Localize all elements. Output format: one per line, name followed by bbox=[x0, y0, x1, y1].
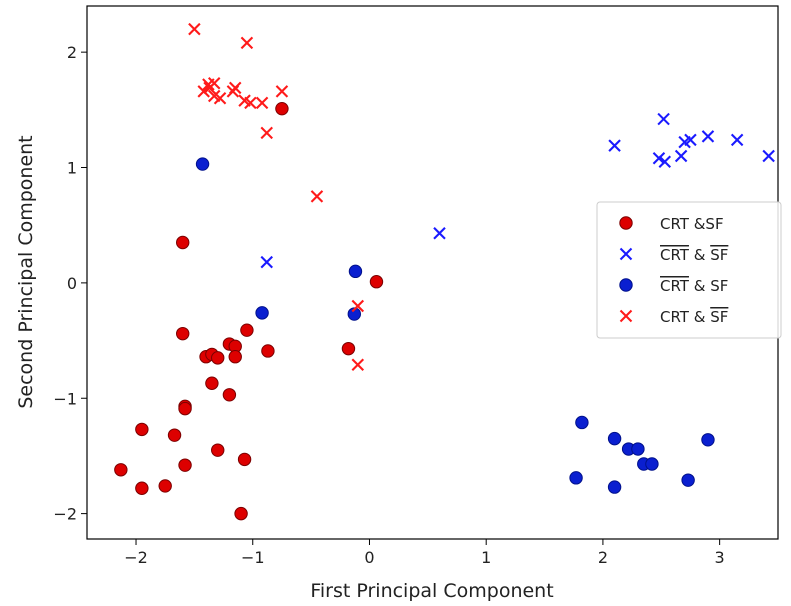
x-tick-label: 0 bbox=[364, 548, 374, 567]
data-point bbox=[228, 81, 242, 95]
data-point bbox=[607, 480, 622, 494]
legend-label: CRT & SF bbox=[660, 277, 728, 295]
x-tick-label: 1 bbox=[481, 548, 491, 567]
x-tick-label: −2 bbox=[124, 548, 148, 567]
data-point bbox=[701, 130, 715, 143]
data-point bbox=[275, 101, 289, 116]
data-point bbox=[203, 81, 216, 95]
legend-label-part: CRT bbox=[660, 246, 690, 264]
series-1 bbox=[114, 101, 384, 521]
data-point bbox=[213, 92, 227, 105]
y-tick-label: 0 bbox=[67, 274, 77, 293]
data-point bbox=[211, 443, 225, 457]
data-point bbox=[261, 344, 275, 358]
x-tick-label: −1 bbox=[241, 548, 265, 567]
data-point bbox=[275, 85, 289, 98]
data-point bbox=[652, 152, 666, 165]
legend-marker bbox=[619, 216, 633, 230]
data-point bbox=[645, 457, 659, 471]
legend-label-part: & SF bbox=[689, 277, 728, 295]
data-point bbox=[158, 479, 172, 493]
data-point bbox=[135, 481, 149, 495]
data-point bbox=[176, 326, 190, 341]
y-tick-label: −2 bbox=[53, 505, 77, 524]
legend-marker bbox=[619, 309, 633, 323]
data-point bbox=[197, 85, 210, 98]
data-point bbox=[167, 428, 182, 442]
data-point bbox=[240, 323, 254, 337]
data-point bbox=[730, 133, 744, 147]
legend-box bbox=[596, 201, 782, 339]
data-point bbox=[351, 299, 365, 313]
y-tick-label: 2 bbox=[67, 43, 77, 62]
legend-marker bbox=[619, 278, 633, 292]
data-point bbox=[135, 422, 149, 437]
data-point bbox=[674, 149, 688, 163]
data-point bbox=[176, 235, 190, 250]
data-point bbox=[234, 506, 248, 521]
data-point bbox=[658, 155, 672, 168]
data-point bbox=[240, 36, 254, 50]
legend-marker bbox=[619, 247, 633, 261]
data-point bbox=[608, 139, 621, 152]
data-point bbox=[575, 415, 589, 430]
legend-label-part: CRT bbox=[660, 277, 690, 295]
data-point bbox=[681, 473, 695, 487]
data-point bbox=[762, 149, 775, 163]
data-point bbox=[211, 351, 225, 365]
y-tick-label: −1 bbox=[53, 389, 77, 408]
x-tick-label: 3 bbox=[715, 548, 725, 567]
data-point bbox=[244, 96, 257, 110]
x-tick-label: 2 bbox=[598, 548, 608, 567]
legend-label: CRT &SF bbox=[660, 215, 724, 233]
data-point bbox=[347, 307, 361, 321]
data-point bbox=[260, 255, 273, 269]
legend-label-part: SF bbox=[710, 308, 728, 326]
series-2 bbox=[260, 112, 775, 269]
data-point bbox=[657, 112, 670, 126]
legend-label: CRT & SF bbox=[660, 246, 728, 264]
data-point bbox=[348, 264, 363, 279]
legend-label-part: & bbox=[689, 246, 710, 264]
data-point bbox=[433, 227, 446, 240]
y-axis: −2 −1 0 1 2 bbox=[53, 43, 87, 524]
data-point bbox=[255, 306, 269, 320]
data-point bbox=[237, 452, 252, 467]
y-tick-label: 1 bbox=[67, 159, 77, 178]
data-points bbox=[114, 22, 775, 521]
data-point bbox=[205, 376, 219, 390]
data-point bbox=[569, 471, 583, 485]
data-point bbox=[178, 458, 192, 472]
legend-label-part: CRT & bbox=[660, 308, 710, 326]
data-point bbox=[222, 388, 237, 402]
data-point bbox=[607, 431, 622, 446]
legend-label-part: CRT &SF bbox=[660, 215, 724, 233]
data-point bbox=[255, 96, 269, 110]
data-point bbox=[310, 190, 324, 203]
data-point bbox=[260, 126, 273, 140]
data-point bbox=[678, 135, 691, 149]
data-point bbox=[195, 157, 210, 171]
legend-label: CRT & SF bbox=[660, 308, 728, 326]
y-axis-title: Second Principal Component bbox=[15, 135, 37, 408]
series-3 bbox=[195, 157, 715, 494]
data-point bbox=[188, 22, 201, 36]
data-point bbox=[351, 358, 365, 372]
data-point bbox=[631, 442, 645, 456]
series-4 bbox=[188, 22, 365, 372]
data-point bbox=[369, 275, 384, 289]
x-axis-title: First Principal Component bbox=[310, 580, 553, 602]
legend-label-part: SF bbox=[710, 246, 728, 264]
data-point bbox=[701, 433, 715, 447]
x-axis: −2 −1 0 1 2 3 bbox=[124, 539, 725, 567]
data-point bbox=[228, 350, 242, 364]
data-point bbox=[114, 463, 128, 477]
data-point bbox=[178, 401, 192, 416]
data-point bbox=[341, 341, 356, 356]
